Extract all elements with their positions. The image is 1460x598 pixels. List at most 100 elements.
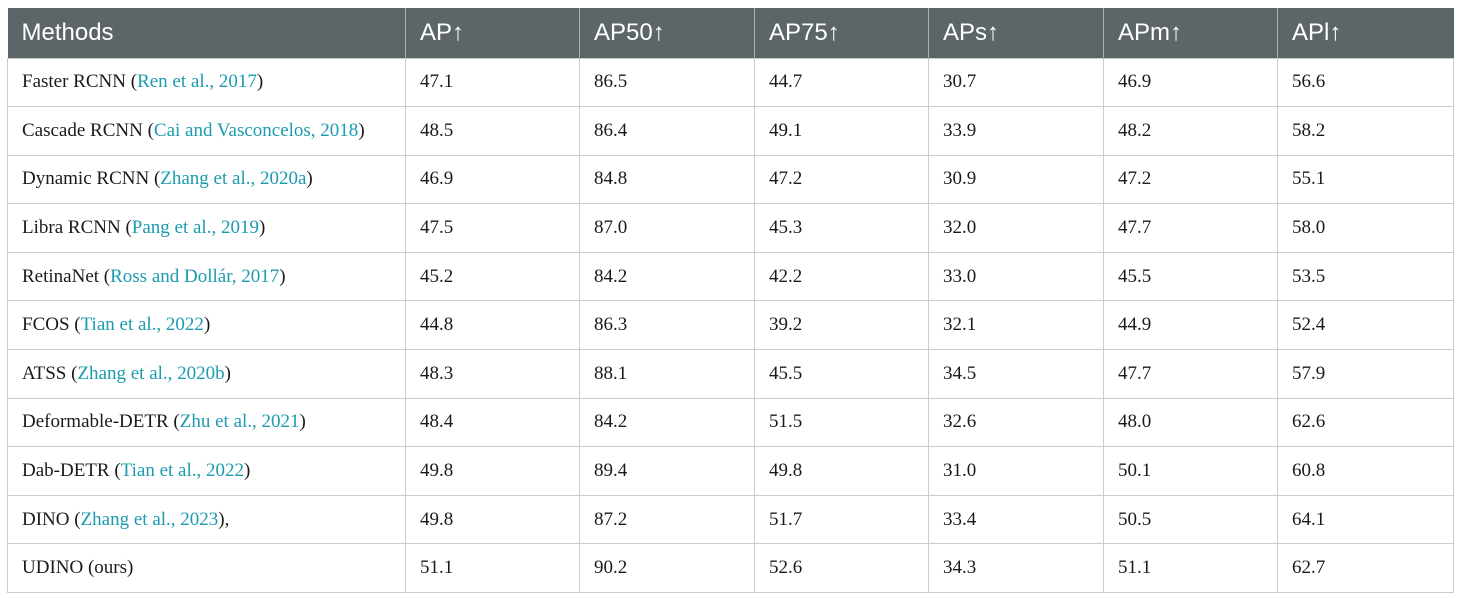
method-cell: Dab-DETR (Tian et al., 2022) [7, 446, 406, 496]
value-cell-ap50: 86.4 [579, 106, 755, 156]
value-cell-ap75: 49.1 [754, 106, 929, 156]
value-cell-apm: 47.7 [1103, 203, 1278, 253]
method-cell: Dynamic RCNN (Zhang et al., 2020a) [7, 154, 406, 205]
method-cell: Libra RCNN (Pang et al., 2019) [7, 203, 406, 253]
citation-link[interactable]: Zhu et al., 2021 [179, 411, 300, 433]
value-cell-ap75: 42.2 [754, 251, 929, 302]
value-cell-ap: 48.3 [405, 349, 580, 399]
value-cell-ap50: 84.2 [579, 397, 755, 448]
method-name: Libra RCNN [22, 217, 121, 239]
citation-link[interactable]: Zhang et al., 2023 [80, 508, 219, 530]
table-header: Methods AP↑ AP50↑ AP75↑ APs↑ APm↑ APl↑ [7, 8, 1454, 58]
value-cell-apm: 45.5 [1103, 251, 1278, 302]
value-cell-ap50: 86.3 [579, 300, 755, 351]
value-cell-ap: 47.1 [405, 57, 580, 108]
table-row: Libra RCNN (Pang et al., 2019) 47.5 87.0 45… [7, 203, 1454, 253]
value-cell-ap75: 39.2 [754, 300, 929, 351]
method-cell: Faster RCNN (Ren et al., 2017) [7, 57, 406, 108]
value-cell-aps: 33.0 [928, 251, 1104, 302]
value-cell-apl: 62.7 [1277, 543, 1454, 594]
citation-link[interactable]: Ren et al., 2017 [137, 71, 257, 93]
citation-link[interactable]: Zhang et al., 2020b [77, 362, 225, 384]
value-cell-apl: 56.6 [1277, 57, 1454, 108]
value-cell-apm: 51.1 [1103, 543, 1278, 594]
table-row: Cascade RCNN (Cai and Vasconcelos, 2018)… [7, 106, 1454, 156]
table-body: Faster RCNN (Ren et al., 2017) 47.1 86.5 44… [7, 57, 1454, 594]
value-cell-aps: 30.9 [928, 154, 1104, 205]
method-name: Deformable-DETR [22, 411, 169, 433]
citation-suffix: ) [358, 119, 365, 141]
value-cell-apm: 44.9 [1103, 300, 1278, 351]
value-cell-ap75: 49.8 [754, 446, 929, 496]
citation-link[interactable]: Pang et al., 2019 [131, 217, 259, 239]
value-cell-aps: 33.4 [928, 494, 1104, 545]
value-cell-aps: 31.0 [928, 446, 1104, 496]
value-cell-ap50: 84.8 [579, 154, 755, 205]
value-cell-apl: 58.2 [1277, 106, 1454, 156]
method-cell: ATSS (Zhang et al., 2020b) [7, 349, 406, 399]
citation-suffix: ) [244, 460, 251, 482]
method-name: Faster RCNN [22, 71, 126, 93]
value-cell-ap75: 51.7 [754, 494, 929, 545]
table-row: Dynamic RCNN (Zhang et al., 2020a) 46.9 84… [7, 154, 1454, 205]
value-cell-ap: 48.4 [405, 397, 580, 448]
citation-suffix: ) [299, 411, 306, 433]
citation-link[interactable]: Ross and Dollár, 2017 [110, 265, 280, 287]
value-cell-aps: 34.3 [928, 543, 1104, 594]
citation-suffix: ) [306, 168, 313, 190]
value-cell-ap50: 87.2 [579, 494, 755, 545]
value-cell-apl: 64.1 [1277, 494, 1454, 545]
value-cell-aps: 34.5 [928, 349, 1104, 399]
value-cell-ap75: 44.7 [754, 57, 929, 108]
citation-suffix: ) [258, 217, 266, 239]
header-apm: APm↑ [1103, 8, 1278, 58]
value-cell-apm: 46.9 [1103, 57, 1278, 108]
value-cell-ap: 49.8 [405, 494, 580, 545]
value-cell-ap: 45.2 [405, 251, 580, 302]
value-cell-ap75: 52.6 [754, 543, 929, 594]
value-cell-apm: 50.5 [1103, 494, 1278, 545]
value-cell-apl: 55.1 [1277, 154, 1454, 205]
value-cell-ap50: 86.5 [579, 57, 755, 108]
citation-suffix: ), [218, 508, 230, 530]
value-cell-apl: 62.6 [1277, 397, 1454, 448]
value-cell-aps: 32.0 [928, 203, 1104, 253]
value-cell-ap: 46.9 [405, 154, 580, 205]
method-name: ATSS [22, 362, 67, 384]
method-name: Dab-DETR [22, 460, 110, 482]
citation-link[interactable]: Tian et al., 2022 [120, 460, 244, 482]
value-cell-ap50: 84.2 [579, 251, 755, 302]
value-cell-aps: 33.9 [928, 106, 1104, 156]
method-name: UDINO (ours) [22, 557, 134, 579]
value-cell-ap50: 87.0 [579, 203, 755, 253]
table-row: ATSS (Zhang et al., 2020b) 48.3 88.1 45.5 34… [7, 349, 1454, 399]
value-cell-ap75: 45.3 [754, 203, 929, 253]
header-methods: Methods [7, 8, 406, 58]
method-cell: Cascade RCNN (Cai and Vasconcelos, 2018) [7, 106, 406, 156]
table-row: DINO (Zhang et al., 2023), 49.8 87.2 51.7 33… [7, 494, 1454, 545]
value-cell-ap50: 90.2 [579, 543, 755, 594]
method-name: RetinaNet [22, 265, 100, 287]
table-row: RetinaNet (Ross and Dollár, 2017) 45.2 84.… [7, 251, 1454, 302]
table-row: FCOS (Tian et al., 2022) 44.8 86.3 39.2 32.1… [7, 300, 1454, 351]
value-cell-ap: 44.8 [405, 300, 580, 351]
value-cell-apm: 48.0 [1103, 397, 1278, 448]
method-cell: UDINO (ours) [7, 543, 406, 594]
table-row: Faster RCNN (Ren et al., 2017) 47.1 86.5 44… [7, 57, 1454, 108]
value-cell-ap50: 89.4 [579, 446, 755, 496]
value-cell-apl: 52.4 [1277, 300, 1454, 351]
method-cell: FCOS (Tian et al., 2022) [7, 300, 406, 351]
method-name: FCOS [22, 314, 70, 336]
header-ap: AP↑ [405, 8, 580, 58]
citation-link[interactable]: Zhang et al., 2020a [160, 168, 307, 190]
value-cell-ap75: 45.5 [754, 349, 929, 399]
value-cell-apm: 47.2 [1103, 154, 1278, 205]
method-name: Dynamic RCNN [22, 168, 150, 190]
header-aps: APs↑ [928, 8, 1104, 58]
citation-link[interactable]: Cai and Vasconcelos, 2018 [153, 119, 359, 141]
header-ap50: AP50↑ [579, 8, 755, 58]
citation-suffix: ) [203, 314, 211, 336]
method-cell: DINO (Zhang et al., 2023), [7, 494, 406, 545]
citation-link[interactable]: Tian et al., 2022 [80, 314, 204, 336]
method-cell: RetinaNet (Ross and Dollár, 2017) [7, 251, 406, 302]
